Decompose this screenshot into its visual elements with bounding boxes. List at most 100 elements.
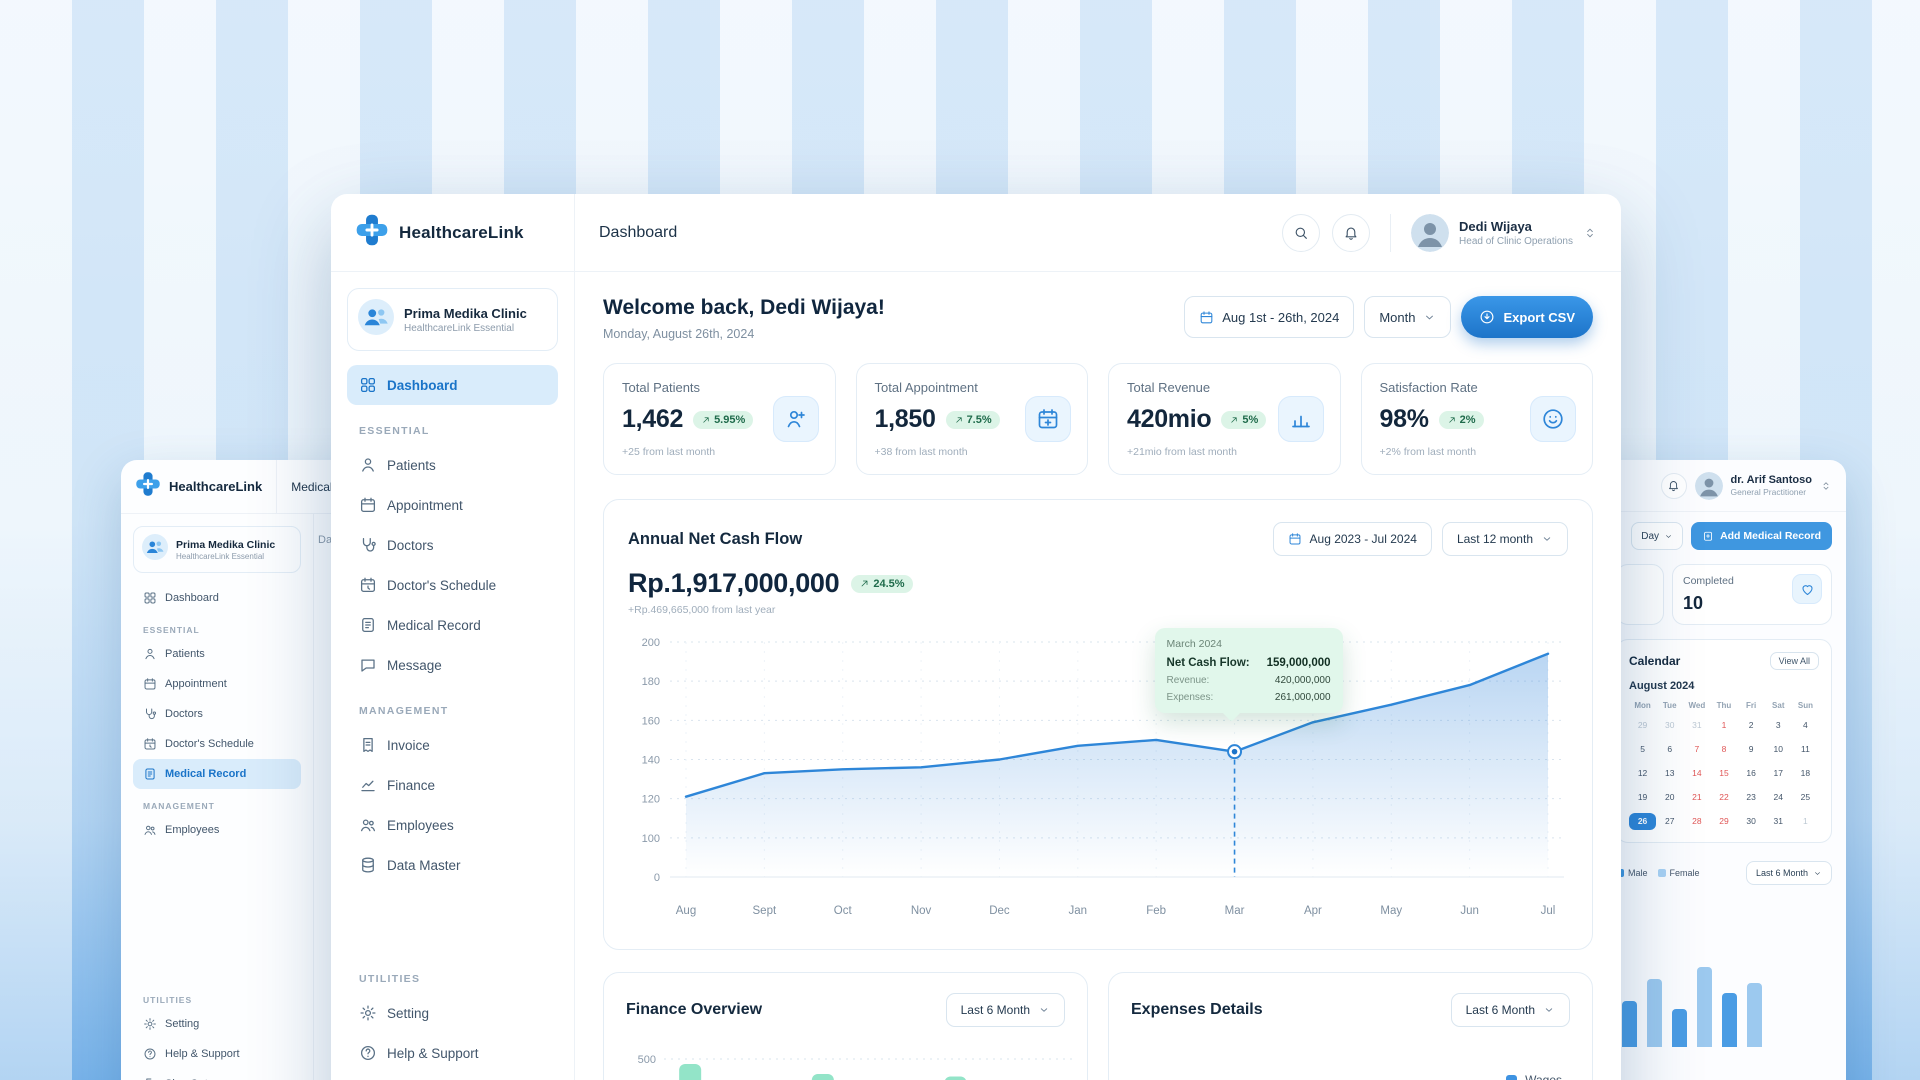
- finance-period-dropdown[interactable]: Last 6 Month: [945, 993, 1065, 1027]
- calendar-day[interactable]: 17: [1773, 768, 1783, 778]
- calendar-day[interactable]: 9: [1748, 744, 1754, 754]
- calendar-day[interactable]: 27: [1664, 816, 1675, 826]
- view-all-button[interactable]: View All: [1769, 652, 1819, 670]
- sidebar-item-medical-record[interactable]: Medical Record: [133, 759, 301, 789]
- sidebar-item-doctors[interactable]: Doctors: [133, 699, 301, 729]
- female-legend-swatch: [1657, 869, 1666, 877]
- patient-card-icon: [787, 410, 805, 428]
- cashflow-period-dropdown[interactable]: Last 12 month: [1441, 522, 1568, 556]
- stat-value: 98%: [1379, 405, 1429, 433]
- add-medical-record-button[interactable]: Add Medical Record: [1691, 522, 1832, 550]
- calendar-day[interactable]: 20: [1664, 792, 1675, 802]
- calendar-day[interactable]: 6: [1667, 744, 1673, 754]
- calendar-grid: Mon Tue Wed Thu Fri Sat Sun 29 30 31 1 2 3 4 5 6 7 8 9 10 11…: [1629, 701, 1819, 830]
- sidebar-section-utilities: UTILITIES: [359, 973, 421, 985]
- sidebar-item-finance[interactable]: Finance: [347, 765, 558, 805]
- calendar-day[interactable]: 18: [1800, 768, 1811, 778]
- clinic-card[interactable]: Prima Medika Clinic HealthcareLink Essen…: [347, 288, 558, 351]
- calendar-day[interactable]: 25: [1800, 792, 1811, 802]
- sidebar-item-medical-record[interactable]: Medical Record: [347, 605, 558, 645]
- sidebar-item-employees[interactable]: Employees: [347, 805, 558, 845]
- schedule-icon: [360, 577, 376, 593]
- calendar-day[interactable]: 15: [1719, 768, 1729, 778]
- sidebar-item-sign-out[interactable]: Sign Out: [347, 1073, 558, 1080]
- stat-card-satisfaction-rate: Satisfaction Rate 98% 2% +2% from last m…: [1360, 363, 1593, 475]
- sidebar-item-employees[interactable]: Employees: [133, 815, 301, 845]
- svg-text:160: 160: [642, 715, 660, 727]
- sidebar-item-dashboard[interactable]: Dashboard: [133, 583, 301, 613]
- calendar-day[interactable]: 7: [1694, 744, 1700, 754]
- gender-bar: [1722, 993, 1737, 1047]
- date-range-picker[interactable]: Aug 1st - 26th, 2024: [1184, 296, 1355, 338]
- user-menu[interactable]: Dedi Wijaya Head of Clinic Operations: [1411, 213, 1597, 252]
- calendar-day[interactable]: 3: [1775, 720, 1781, 730]
- sidebar-item-setting[interactable]: Setting: [133, 1009, 301, 1039]
- sidebar-item-setting[interactable]: Setting: [347, 993, 558, 1033]
- calendar-day[interactable]: 2: [1748, 720, 1754, 730]
- calendar-day[interactable]: 31: [1692, 720, 1702, 730]
- sidebar-item-message[interactable]: Message: [347, 645, 558, 685]
- calendar-day[interactable]: 28: [1692, 816, 1702, 826]
- calendar-day[interactable]: 29: [1637, 720, 1648, 730]
- sidebar-item-appointment[interactable]: Appointment: [347, 485, 558, 525]
- expenses-donut-area: [1131, 1027, 1570, 1080]
- healthcarelink-logo: [135, 471, 161, 502]
- export-csv-button[interactable]: Export CSV: [1461, 296, 1593, 338]
- calendar-day[interactable]: 21: [1692, 792, 1702, 802]
- cashflow-chart-area: 200 180 160 140 120 100 0 Aug Sept Oct Nov Dec Jan Fe…: [628, 627, 1568, 927]
- calendar-day[interactable]: 10: [1773, 744, 1783, 754]
- sidebar-item-invoice[interactable]: Invoice: [347, 725, 558, 765]
- svg-text:200: 200: [642, 637, 660, 649]
- calendar-day[interactable]: 12: [1637, 768, 1648, 778]
- calendar-day[interactable]: 22: [1719, 792, 1729, 802]
- calendar-day[interactable]: 8: [1721, 744, 1727, 754]
- stat-value: 420mio: [1127, 405, 1212, 433]
- smiley-icon-box: [1530, 396, 1576, 442]
- sidebar-item-doctor-s-schedule[interactable]: Doctor's Schedule: [133, 729, 301, 759]
- calendar-day[interactable]: 30: [1746, 816, 1756, 826]
- gender-period-dropdown[interactable]: Last 6 Month: [1745, 861, 1832, 885]
- sidebar-item-patients[interactable]: Patients: [347, 445, 558, 485]
- day-dropdown[interactable]: Day: [1631, 522, 1684, 550]
- calendar-day[interactable]: 5: [1640, 744, 1645, 754]
- sidebar-item-doctor-s-schedule[interactable]: Doctor's Schedule: [347, 565, 558, 605]
- calendar-day[interactable]: 24: [1773, 792, 1783, 802]
- calendar-day[interactable]: 14: [1692, 768, 1702, 778]
- sidebar-item-help-support[interactable]: Help & Support: [133, 1039, 301, 1069]
- cashflow-date-range[interactable]: Aug 2023 - Jul 2024: [1272, 522, 1432, 556]
- expenses-period-dropdown[interactable]: Last 6 Month: [1450, 993, 1570, 1027]
- svg-text:100: 100: [642, 833, 660, 845]
- calendar-day[interactable]: 26: [1629, 813, 1657, 830]
- trend-up-icon: [861, 580, 868, 587]
- calendar-day[interactable]: 19: [1637, 792, 1648, 802]
- right-window-header: dr. Arif Santoso General Practitioner: [1496, 460, 1846, 512]
- clinic-name: Prima Medika Clinic: [404, 305, 527, 321]
- calendar-day[interactable]: 31: [1773, 816, 1783, 826]
- calendar-day[interactable]: 4: [1803, 720, 1808, 730]
- calendar-day[interactable]: 16: [1746, 768, 1756, 778]
- sidebar-item-appointment[interactable]: Appointment: [133, 669, 301, 699]
- bell-button[interactable]: [1660, 472, 1687, 499]
- calendar-day[interactable]: 30: [1664, 720, 1675, 730]
- sidebar-item-help-support[interactable]: Help & Support: [347, 1033, 558, 1073]
- bell-button[interactable]: [1332, 213, 1371, 252]
- chevrons-updown-icon[interactable]: [1820, 480, 1832, 492]
- sidebar-item-patients[interactable]: Patients: [133, 639, 301, 669]
- calendar-day[interactable]: 11: [1801, 744, 1810, 754]
- svg-text:Jan: Jan: [1069, 905, 1088, 917]
- bar-chart-icon: [1291, 415, 1310, 428]
- sidebar-item-doctors[interactable]: Doctors: [347, 525, 558, 565]
- search-button[interactable]: [1282, 213, 1321, 252]
- calendar-day[interactable]: 23: [1746, 792, 1756, 802]
- calendar-day[interactable]: 13: [1664, 768, 1675, 778]
- clipboard-plus-icon: [1704, 531, 1712, 541]
- calendar-day[interactable]: 1: [1721, 720, 1727, 730]
- sidebar-item-data-master[interactable]: Data Master: [347, 845, 558, 885]
- sidebar-item-sign-out[interactable]: Sign Out: [133, 1069, 301, 1080]
- period-dropdown[interactable]: Month: [1364, 296, 1452, 338]
- calendar-day[interactable]: 1: [1803, 816, 1808, 826]
- clinic-card[interactable]: Prima Medika Clinic HealthcareLink Essen…: [133, 526, 301, 573]
- calendar-day[interactable]: 29: [1719, 816, 1729, 826]
- sidebar-item-dashboard[interactable]: Dashboard: [347, 365, 558, 405]
- patient-card-icon-box: [772, 396, 819, 442]
